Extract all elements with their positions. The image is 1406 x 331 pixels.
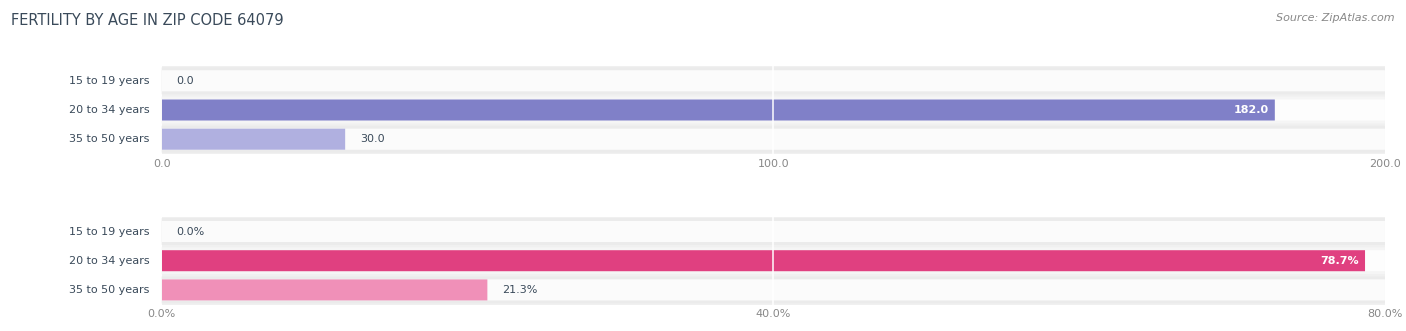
Text: 30.0: 30.0 xyxy=(360,134,384,144)
FancyBboxPatch shape xyxy=(162,100,1275,120)
FancyBboxPatch shape xyxy=(162,250,1365,271)
FancyBboxPatch shape xyxy=(162,250,1385,271)
Text: FERTILITY BY AGE IN ZIP CODE 64079: FERTILITY BY AGE IN ZIP CODE 64079 xyxy=(11,13,284,28)
Text: 35 to 50 years: 35 to 50 years xyxy=(69,285,149,295)
Text: 15 to 19 years: 15 to 19 years xyxy=(69,76,149,86)
Text: 0.0: 0.0 xyxy=(176,76,194,86)
FancyBboxPatch shape xyxy=(162,221,1385,242)
Text: 20 to 34 years: 20 to 34 years xyxy=(69,256,149,266)
FancyBboxPatch shape xyxy=(162,129,1385,150)
Text: Source: ZipAtlas.com: Source: ZipAtlas.com xyxy=(1277,13,1395,23)
FancyBboxPatch shape xyxy=(162,70,1385,91)
Text: 0.0%: 0.0% xyxy=(176,226,205,237)
Text: 21.3%: 21.3% xyxy=(502,285,537,295)
FancyBboxPatch shape xyxy=(162,97,1385,123)
Text: 20 to 34 years: 20 to 34 years xyxy=(69,105,149,115)
FancyBboxPatch shape xyxy=(162,126,1385,153)
FancyBboxPatch shape xyxy=(162,100,1385,120)
FancyBboxPatch shape xyxy=(162,276,1385,303)
Text: 15 to 19 years: 15 to 19 years xyxy=(69,226,149,237)
Text: 78.7%: 78.7% xyxy=(1320,256,1360,266)
FancyBboxPatch shape xyxy=(162,247,1385,274)
Text: 35 to 50 years: 35 to 50 years xyxy=(69,134,149,144)
FancyBboxPatch shape xyxy=(162,218,1385,245)
FancyBboxPatch shape xyxy=(162,129,346,150)
FancyBboxPatch shape xyxy=(162,279,1385,301)
Text: 182.0: 182.0 xyxy=(1233,105,1268,115)
FancyBboxPatch shape xyxy=(162,68,1385,94)
FancyBboxPatch shape xyxy=(162,279,488,301)
